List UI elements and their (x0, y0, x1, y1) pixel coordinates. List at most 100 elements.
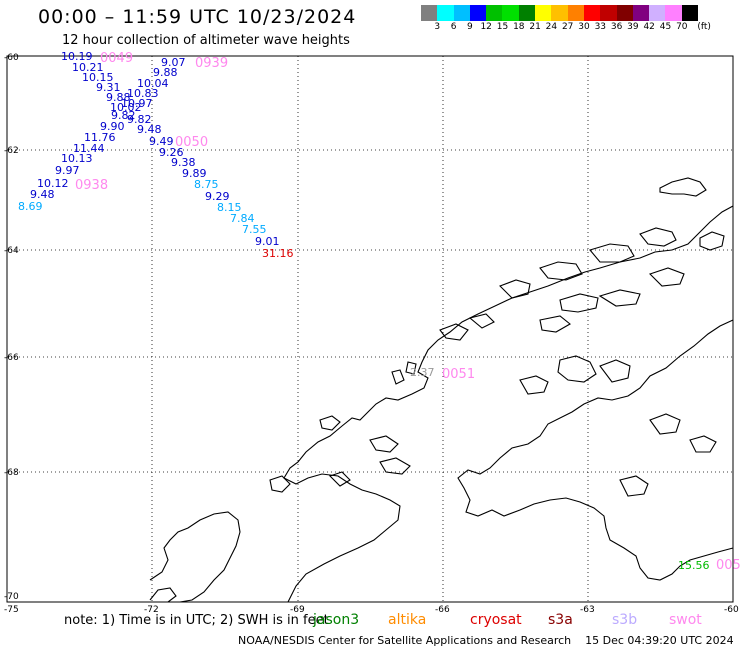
colorbar-label: (ft) (697, 22, 711, 32)
wave-height: 9.82 (127, 113, 152, 126)
wave-height: 9.82 (111, 109, 136, 122)
colorbar (421, 5, 699, 21)
latitude-labels: -60 -62 -64 -66 -68 -70 (4, 53, 19, 602)
colorbar-label: 39 (627, 22, 639, 32)
wave-height: 9.29 (205, 190, 230, 203)
wave-height: 9.26 (159, 146, 184, 159)
colorbar-label: 18 (513, 22, 525, 32)
wave-height: 9.89 (182, 167, 207, 180)
colorbar-label: 45 (659, 22, 672, 32)
wave-height: 10.02 (110, 101, 142, 114)
lat-label: -62 (4, 146, 19, 156)
wave-height: 9.01 (255, 235, 280, 248)
colorbar-swatch (567, 5, 584, 21)
colorbar-label: 27 (561, 22, 574, 32)
colorbar-label: 70 (676, 22, 688, 32)
map-title: 00:00 – 11:59 UTC 10/23/2024 (38, 6, 357, 28)
colorbar-swatch (535, 5, 552, 21)
wave-height: 10.13 (61, 152, 93, 165)
graticule (7, 56, 733, 602)
colorbar-swatch (486, 5, 503, 21)
wave-height: 8.15 (217, 201, 242, 214)
wave-height: 8.75 (194, 178, 219, 191)
colorbar-label: 15 (496, 22, 509, 32)
colorbar-swatch (469, 5, 487, 21)
wave-height: 9.88 (153, 66, 178, 79)
lon-label: -69 (290, 605, 305, 615)
map-subtitle: 12 hour collection of altimeter wave hei… (62, 33, 350, 48)
lon-label: -60 (724, 605, 739, 615)
colorbar-label: 6 (450, 22, 457, 32)
legend-satellite-cryosat: cryosat (470, 612, 522, 628)
lon-label: -75 (4, 605, 19, 615)
colorbar-swatch (518, 5, 536, 21)
colorbar-swatch (616, 5, 633, 21)
colorbar-label: 30 (578, 22, 590, 32)
colorbar-swatch (502, 5, 519, 21)
track-label: 0939 (195, 56, 228, 71)
wave-height: 9.90 (100, 120, 125, 133)
wave-height: 7.84 (230, 212, 255, 225)
legend-satellite-altika: altika (388, 612, 427, 628)
colorbar-label: 24 (545, 22, 558, 32)
colorbar-label: 3 (434, 22, 441, 32)
wave-height: 10.15 (82, 71, 114, 84)
track-label: 0051 (442, 367, 475, 382)
wave-height: 9.07 (161, 56, 186, 69)
colorbar-label: 9 (467, 22, 473, 32)
lat-label: -70 (4, 592, 19, 602)
track-labels: 0049 0939 0050 0938 0051 005 (75, 51, 740, 573)
colorbar-swatch (632, 5, 650, 21)
lat-label: -66 (4, 353, 19, 363)
colorbar-swatch (421, 5, 438, 21)
wave-height: 15.56 (678, 559, 710, 572)
colorbar-swatch (551, 5, 568, 21)
legend-satellite-s3a: s3a (548, 612, 573, 628)
colorbar-label: 42 (643, 22, 655, 32)
wave-height: 10.04 (137, 77, 169, 90)
colorbar-swatch (665, 5, 682, 21)
wave-height: 11.76 (84, 131, 116, 144)
footer-credit: NOAA/NESDIS Center for Satellite Applica… (238, 634, 734, 647)
wave-height: 9.97 (55, 164, 80, 177)
track-label: 0938 (75, 178, 108, 193)
legend-satellite-s3b: s3b (612, 612, 638, 628)
wave-height: 10.97 (121, 97, 153, 110)
wave-height: 9.49 (149, 135, 174, 148)
wave-height: 11.44 (73, 142, 105, 155)
colorbar-swatch (600, 5, 617, 21)
track-label: 005 (716, 558, 740, 573)
track-label: 0050 (175, 135, 208, 150)
track-label: 0049 (100, 51, 133, 66)
colorbar-label: 36 (610, 22, 623, 32)
wave-height: 31.16 (262, 247, 294, 260)
colorbar-swatch (649, 5, 666, 21)
longitude-labels: -75 -72 -69 -66 -63 -60 (4, 605, 739, 615)
wave-height: 10.83 (127, 87, 159, 100)
wave-height: 10.19 (61, 50, 93, 63)
wave-height: 7.55 (242, 223, 267, 236)
lat-label: -68 (4, 468, 19, 478)
colorbar-label: 21 (529, 22, 541, 32)
wave-height: 9.38 (171, 156, 196, 169)
wave-height: 10.12 (37, 177, 69, 190)
lon-label: -72 (144, 605, 159, 615)
colorbar-swatch (681, 5, 699, 21)
wave-height: 2.37 (410, 366, 435, 379)
legend-satellite-swot: swot (669, 612, 702, 628)
coastline (149, 177, 734, 603)
colorbar-swatch (453, 5, 470, 21)
wave-height: 9.88 (106, 91, 131, 104)
wave-height: 9.48 (137, 123, 162, 136)
lon-label: -66 (435, 605, 450, 615)
colorbar-label: 12 (480, 22, 492, 32)
wave-height-values: 10.19 10.21 10.15 9.31 9.88 10.02 9.82 9… (18, 50, 710, 572)
lon-label: -63 (580, 605, 595, 615)
footer-note: note: 1) Time is in UTC; 2) SWH is in fe… (64, 613, 329, 628)
wave-height: 9.31 (96, 81, 121, 94)
colorbar-label: 33 (594, 22, 607, 32)
lat-label: -64 (4, 246, 19, 256)
wave-height: 10.21 (72, 61, 104, 74)
wave-height: 8.69 (18, 200, 43, 213)
legend-satellite-jason3: jason3 (313, 612, 360, 628)
